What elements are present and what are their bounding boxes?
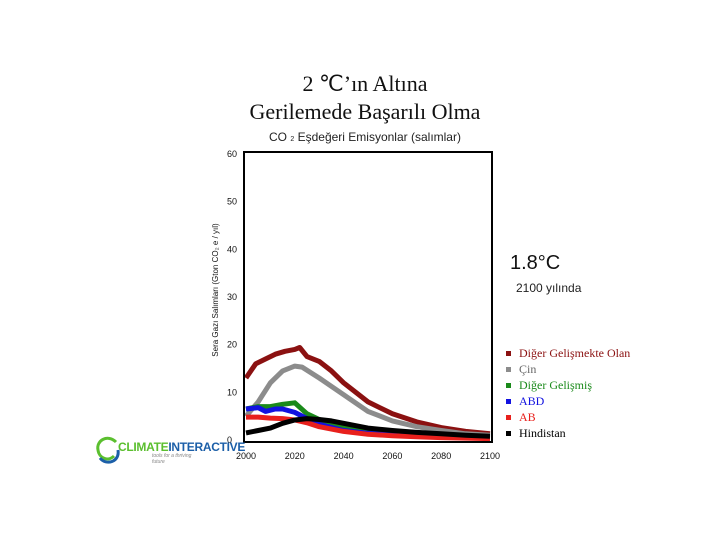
globe-swirl-icon	[96, 436, 120, 464]
series-line-ab	[246, 414, 491, 442]
x-tick-label: 2100	[480, 451, 500, 461]
legend-swatch	[506, 350, 511, 356]
legend-item-cin: Çin	[506, 361, 630, 377]
series-line-cin	[244, 363, 491, 438]
chart-title-line-1: 2 ℃’ın Altına	[302, 71, 428, 96]
ticks-layer: 0 10 20 30 40 50 60 2000 2020 2040 2060 2080 2100	[227, 149, 500, 461]
series-line-hindistan	[245, 416, 491, 439]
y-tick-label: 20	[227, 340, 237, 350]
legend-swatch	[506, 430, 511, 436]
legend-label: Hindistan	[519, 426, 566, 440]
y-tick-label: 10	[227, 387, 237, 397]
plot-frame	[243, 151, 493, 443]
y-tick-label: 30	[227, 292, 237, 302]
chart-subtitle: CO 2 Eşdeğeri Emisyonlar (salımlar)	[200, 130, 530, 144]
subtitle-co: CO	[269, 130, 288, 144]
legend-swatch	[506, 398, 511, 404]
logo-tagline: tools for a thriving future	[152, 453, 192, 465]
logo-brand-b: INTERACTIVE	[168, 440, 246, 454]
legend-label: Diğer Gelişmekte Olan	[519, 346, 631, 360]
legend-label: Çin	[519, 362, 537, 376]
x-tick-label: 2040	[334, 451, 354, 461]
legend-swatch	[506, 366, 511, 372]
legend-item-ab: AB	[506, 409, 630, 425]
logo-brand-a: CLIMATE	[118, 440, 169, 454]
legend-label: Diğer Gelişmiş	[519, 378, 592, 392]
y-tick-label: 0	[227, 435, 232, 445]
series-layer	[243, 345, 491, 442]
climate-interactive-logo: CLIMATEINTERACTIVE tools for a thriving …	[94, 432, 245, 468]
legend-item-abd: ABD	[506, 393, 630, 409]
chart-title-line-2: Gerilemede Başarılı Olma	[249, 99, 481, 124]
x-tick-label: 2080	[431, 451, 451, 461]
legend-swatch	[506, 382, 511, 388]
legend: Diğer Gelişmekte Olan Çin Diğer Gelişmiş AB…	[506, 345, 630, 441]
legend-label: ABD	[519, 394, 545, 408]
x-tick-label: 2060	[382, 451, 402, 461]
y-tick-label: 50	[227, 197, 237, 207]
x-tick-label: 2020	[285, 451, 305, 461]
y-tick-label: 40	[227, 244, 237, 254]
legend-swatch	[506, 414, 511, 420]
subtitle-subscript: 2	[290, 136, 295, 143]
legend-item-diger-gelismis: Diğer Gelişmiş	[506, 377, 630, 393]
y-axis-label: Sera Gazı Salımları (Gton CO₂ e / yıl)	[211, 223, 220, 357]
legend-item-diger-gelismekte-olan: Diğer Gelişmekte Olan	[506, 345, 630, 361]
year-annotation: 2100 yılında	[516, 281, 582, 295]
legend-label: AB	[519, 410, 536, 424]
y-tick-label: 60	[227, 149, 237, 159]
subtitle-rest: Eşdeğeri Emisyonlar (salımlar)	[294, 130, 461, 144]
x-tick-label: 2000	[236, 451, 256, 461]
chart-title: 2 ℃’ın Altına Gerilemede Başarılı Olma	[160, 70, 570, 126]
legend-item-hindistan: Hindistan	[506, 425, 630, 441]
series-line-diger-gelismekte-olan	[243, 345, 491, 437]
temperature-annotation: 1.8°C	[510, 252, 561, 274]
